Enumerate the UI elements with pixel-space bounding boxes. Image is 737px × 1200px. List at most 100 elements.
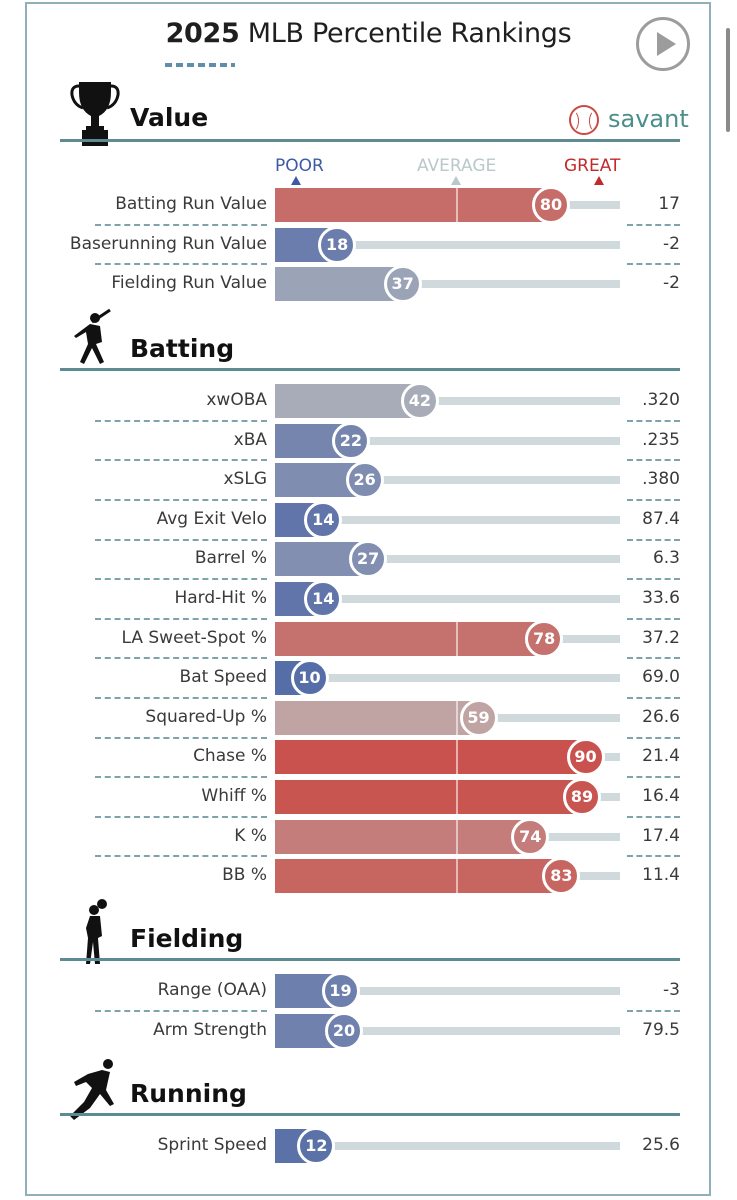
row-separator <box>95 499 267 501</box>
metric-label: xwOBA <box>206 390 267 410</box>
row-separator <box>627 419 680 422</box>
percentile-bar[interactable] <box>275 780 583 814</box>
metric-label: xSLG <box>223 469 268 490</box>
average-marker <box>456 188 458 222</box>
percentile-badge: 12 <box>297 1127 336 1165</box>
percentile-badge: 59 <box>459 698 498 737</box>
row-separator <box>627 223 680 226</box>
metric-value: 26.6 <box>642 706 680 727</box>
row-separator <box>95 855 267 858</box>
metric-value: 16.4 <box>642 786 680 806</box>
row-separator <box>95 1009 267 1012</box>
metric-label: Batting Run Value <box>115 194 267 214</box>
section-title-value: Value <box>130 103 209 132</box>
percentile-badge: 26 <box>345 461 384 500</box>
percentile-badge: 37 <box>383 265 422 304</box>
row-separator <box>627 657 680 660</box>
metric-value: 33.6 <box>642 588 680 608</box>
average-marker <box>456 621 458 656</box>
row-separator <box>95 776 267 779</box>
average-marker <box>456 740 458 775</box>
average-marker <box>456 859 458 894</box>
percentile-track <box>275 240 620 249</box>
percentile-bar[interactable] <box>275 700 479 735</box>
row-separator <box>627 815 680 818</box>
scale-average-label: AVERAGE <box>417 156 497 176</box>
baseball-icon <box>569 105 599 135</box>
metric-value: .380 <box>642 469 680 490</box>
metric-label: xBA <box>233 429 267 450</box>
percentile-badge: 89 <box>563 778 602 816</box>
percentile-bar[interactable] <box>275 819 531 854</box>
metric-value: -3 <box>663 980 680 1000</box>
row-separator <box>95 419 267 422</box>
metric-value: 11.4 <box>642 865 680 886</box>
row-separator <box>627 499 680 501</box>
section-divider-batting <box>60 368 680 371</box>
row-separator <box>627 776 680 779</box>
scale-great-arrow <box>594 176 604 185</box>
row-separator <box>95 578 267 581</box>
row-separator <box>627 578 680 581</box>
metric-value: -2 <box>663 233 680 254</box>
percentile-track <box>275 1026 620 1035</box>
metric-label: K % <box>234 825 267 846</box>
row-separator <box>95 736 267 739</box>
percentile-badge: 90 <box>566 738 605 777</box>
metric-value: 21.4 <box>642 746 680 767</box>
percentile-bar[interactable] <box>275 384 420 418</box>
row-separator <box>627 459 680 462</box>
section-divider-fielding <box>60 958 680 961</box>
percentile-track <box>275 397 620 405</box>
metric-value: 37.2 <box>642 627 680 648</box>
scale-poor-arrow <box>291 176 301 185</box>
percentile-track <box>275 280 620 289</box>
metric-label: Arm Strength <box>153 1019 267 1040</box>
metric-label: Avg Exit Velo <box>156 508 267 529</box>
row-separator <box>627 263 680 266</box>
scrollbar[interactable] <box>726 28 730 132</box>
percentile-bar[interactable] <box>275 859 562 894</box>
percentile-track <box>275 987 620 995</box>
percentile-bar[interactable] <box>275 740 586 775</box>
metric-value: .235 <box>642 429 680 450</box>
scale-great-label: GREAT <box>564 156 621 176</box>
percentile-bar[interactable] <box>275 621 545 656</box>
row-separator <box>627 1009 680 1012</box>
savant-logo-text: savant <box>608 105 689 133</box>
play-button[interactable] <box>636 17 690 71</box>
row-separator <box>95 815 267 818</box>
percentile-track <box>275 436 620 445</box>
percentile-badge: 74 <box>511 817 550 856</box>
row-separator <box>627 736 680 739</box>
title-underline <box>165 63 235 67</box>
average-marker <box>456 700 458 735</box>
percentile-badge: 10 <box>290 659 329 698</box>
percentile-bar[interactable] <box>275 267 403 302</box>
average-marker <box>456 780 458 814</box>
row-separator <box>95 617 267 620</box>
percentile-bar[interactable] <box>275 188 551 222</box>
row-separator <box>95 459 267 462</box>
scale-average-arrow <box>451 176 461 185</box>
percentile-badge: 14 <box>304 580 343 618</box>
section-title-batting: Batting <box>130 334 235 363</box>
percentile-badge: 83 <box>542 857 581 896</box>
average-marker <box>456 819 458 854</box>
metric-label: Range (OAA) <box>157 980 267 1000</box>
runner-icon <box>70 1059 114 1120</box>
row-separator <box>627 855 680 858</box>
row-separator <box>95 223 267 226</box>
metric-value: 17 <box>658 194 680 214</box>
percentile-badge: 14 <box>304 500 343 539</box>
metric-label: Squared-Up % <box>145 706 267 727</box>
percentile-badge: 80 <box>532 186 570 224</box>
card-frame <box>25 2 711 1196</box>
metric-label: BB % <box>222 865 267 886</box>
section-divider-running <box>60 1113 680 1116</box>
percentile-track <box>275 515 620 524</box>
section-title-fielding: Fielding <box>130 924 244 953</box>
percentile-badge: 78 <box>525 619 564 658</box>
metric-value: 87.4 <box>642 508 680 529</box>
page-title: 2025 MLB Percentile Rankings <box>165 18 572 49</box>
